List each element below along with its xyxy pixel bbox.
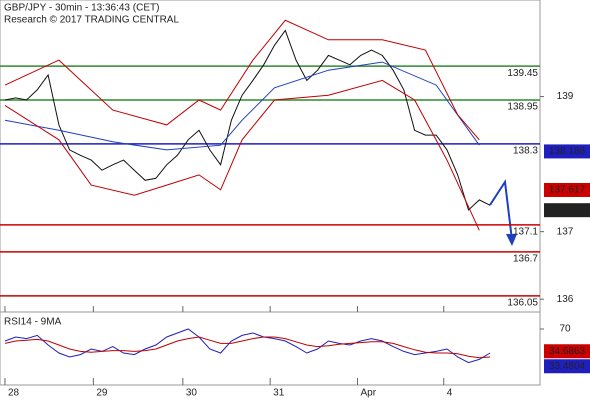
x-tick-label: 28 bbox=[8, 388, 20, 399]
y-tick-label: 136 bbox=[557, 294, 574, 305]
rsi-title: RSI14 - 9MA bbox=[4, 317, 62, 328]
price-tag bbox=[544, 344, 590, 359]
series-line bbox=[4, 61, 480, 151]
level-label: 136.7 bbox=[513, 254, 538, 265]
projection-arrowhead bbox=[506, 234, 517, 246]
x-tick-label: 30 bbox=[186, 388, 198, 399]
level-label: 137.1 bbox=[513, 227, 538, 238]
level-label: 138.3 bbox=[513, 145, 538, 156]
chart-subtitle: Research © 2017 TRADING CENTRAL bbox=[4, 15, 179, 26]
price-tag-label: 138.188 bbox=[549, 146, 586, 157]
plot-frame bbox=[0, 0, 541, 386]
chart-title: GBP/JPY - 30min - 13:36:43 (CET) bbox=[4, 3, 159, 14]
price-tag bbox=[544, 359, 590, 374]
x-tick-label: Apr bbox=[360, 388, 376, 399]
projection-arrow bbox=[489, 179, 513, 241]
level-label: 136.05 bbox=[507, 297, 538, 308]
x-tick-label: 4 bbox=[447, 388, 453, 399]
price-tag bbox=[544, 182, 590, 197]
price-tag-label: 33.4804 bbox=[549, 361, 586, 372]
price-tag-label: 137.318 bbox=[549, 205, 586, 216]
x-tick-label: 29 bbox=[96, 388, 108, 399]
y-tick-label: 139 bbox=[557, 91, 574, 102]
series-line bbox=[4, 29, 491, 211]
x-tick-label: 31 bbox=[273, 388, 285, 399]
series-line bbox=[4, 19, 480, 141]
price-tag-label: 34.6863 bbox=[549, 346, 586, 357]
series-line bbox=[4, 336, 491, 359]
price-tag bbox=[544, 203, 590, 218]
series-line bbox=[4, 79, 480, 231]
price-tag-label: 137.617 bbox=[549, 185, 586, 196]
level-label: 138.95 bbox=[507, 102, 538, 113]
y-tick-label: 137 bbox=[557, 226, 574, 237]
y-tick-label: 70 bbox=[559, 324, 571, 335]
price-tag bbox=[544, 144, 590, 159]
level-label: 139.45 bbox=[507, 68, 538, 79]
